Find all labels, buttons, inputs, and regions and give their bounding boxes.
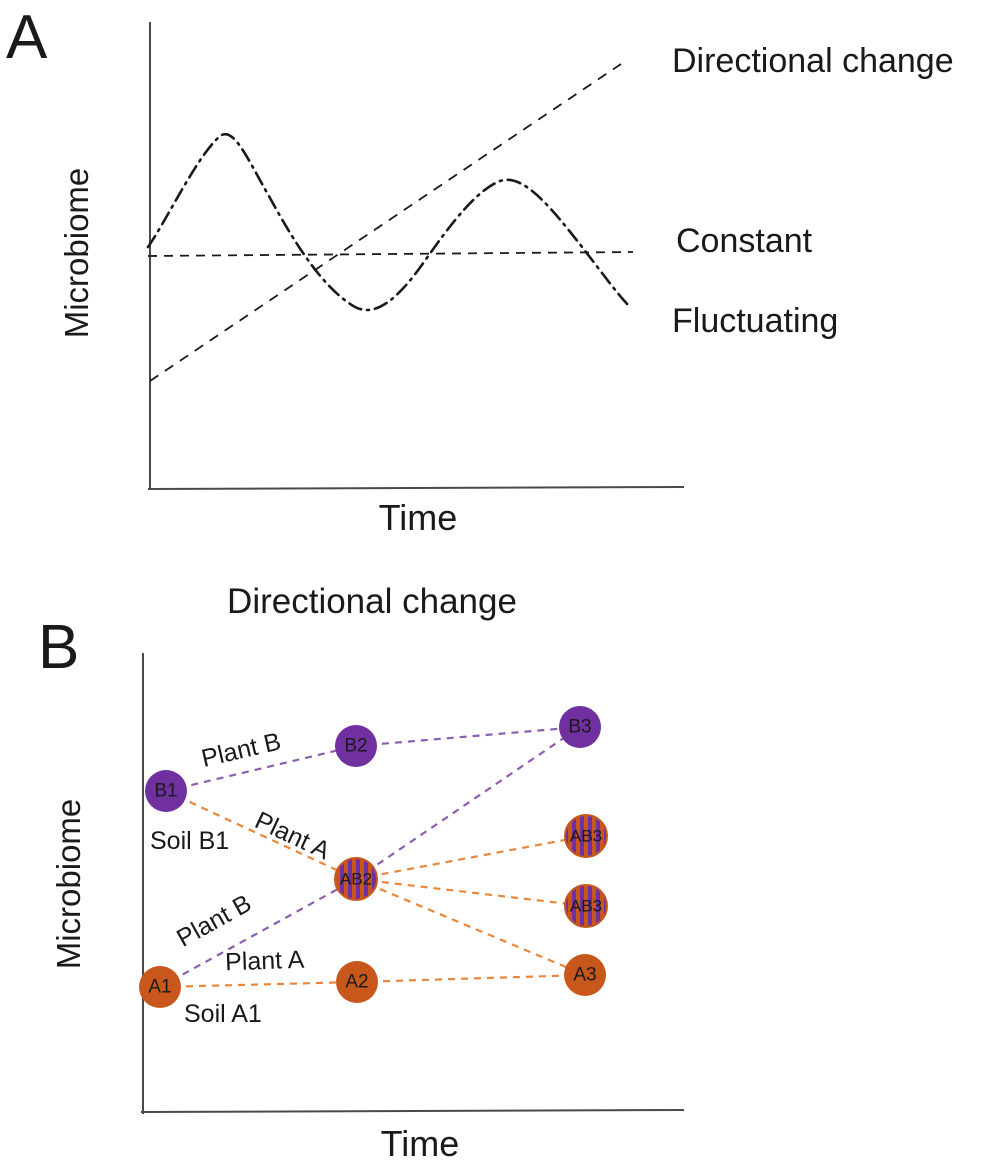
panel-a-x-axis [147, 486, 685, 490]
edge-b2-b3 [355, 725, 581, 748]
node-b2: B2 [335, 725, 377, 767]
node-label-ab3-bottom: AB3 [570, 897, 602, 916]
label-soil-b1: Soil B1 [150, 827, 229, 855]
edge-b1-ab2 [165, 790, 357, 880]
panel-a: A Microbiome Time Directional change Con… [6, 3, 954, 538]
edge-a1-a2 [159, 980, 358, 989]
node-label-b3: B3 [568, 717, 591, 738]
constant-line [147, 251, 634, 257]
node-label-ab2: AB2 [340, 870, 372, 889]
node-circle-a3 [564, 954, 606, 996]
node-circle-b2 [335, 725, 377, 767]
node-label-a1: A1 [148, 977, 171, 998]
panel-a-x-axis-label: Time [379, 497, 458, 538]
edge-ab2-ab3-top [355, 834, 587, 881]
node-circle-b3 [559, 706, 601, 748]
label-soil-a1: Soil A1 [184, 1000, 262, 1028]
panel-b-x-axis [140, 1109, 685, 1113]
node-circle-b1 [145, 770, 187, 812]
node-b1: B1 [145, 770, 187, 812]
edge-a2-a3 [356, 973, 586, 984]
label-plant-a-upper: Plant A [251, 806, 335, 865]
node-ab2: AB2 [334, 857, 378, 901]
node-ab3-bottom: AB3 [564, 884, 608, 928]
panel-a-letter: A [6, 3, 48, 72]
panel-b-y-axis-label: Microbiome [50, 799, 87, 970]
sample-nodes-layer: B1 B2 B3 AB2 AB3 AB3 A1 A2 A3 [139, 706, 608, 1008]
panel-b: B Directional change Microbiome Time Pla… [38, 582, 685, 1164]
panel-b-title: Directional change [227, 582, 517, 621]
node-a2: A2 [336, 961, 378, 1003]
label-plant-a-lower: Plant A [225, 946, 305, 977]
panel-b-x-axis-label: Time [381, 1123, 460, 1164]
edge-b1-b2 [165, 744, 357, 793]
node-label-b1: B1 [154, 781, 177, 802]
constant-label: Constant [676, 222, 813, 260]
node-label-a3: A3 [573, 965, 596, 986]
panel-a-y-axis-label: Microbiome [58, 168, 95, 339]
edge-ab2-a3 [355, 877, 586, 977]
node-b3: B3 [559, 706, 601, 748]
node-circle-ab2 [334, 857, 378, 901]
node-label-a2: A2 [345, 972, 368, 993]
edge-ab2-ab3-bottom [355, 877, 587, 908]
node-circle-a1 [139, 966, 181, 1008]
node-a1: A1 [139, 966, 181, 1008]
panel-b-letter: B [38, 613, 79, 682]
trajectory-edges-layer [159, 725, 587, 989]
node-label-ab3-top: AB3 [570, 827, 602, 846]
label-plant-b-lower: Plant B [172, 889, 256, 953]
node-label-b2: B2 [344, 736, 367, 757]
node-ab3-top: AB3 [564, 814, 608, 858]
node-circle-a2 [336, 961, 378, 1003]
directional-change-line [149, 63, 622, 382]
node-circle-ab3-bottom [564, 884, 608, 928]
fluctuating-label: Fluctuating [672, 302, 838, 340]
fluctuating-curve [146, 133, 633, 312]
node-circle-ab3-top [564, 814, 608, 858]
node-a3: A3 [564, 954, 606, 996]
directional-change-label: Directional change [672, 42, 954, 80]
edge-ab2-b3 [355, 726, 581, 880]
edge-a1-ab2 [159, 878, 357, 988]
